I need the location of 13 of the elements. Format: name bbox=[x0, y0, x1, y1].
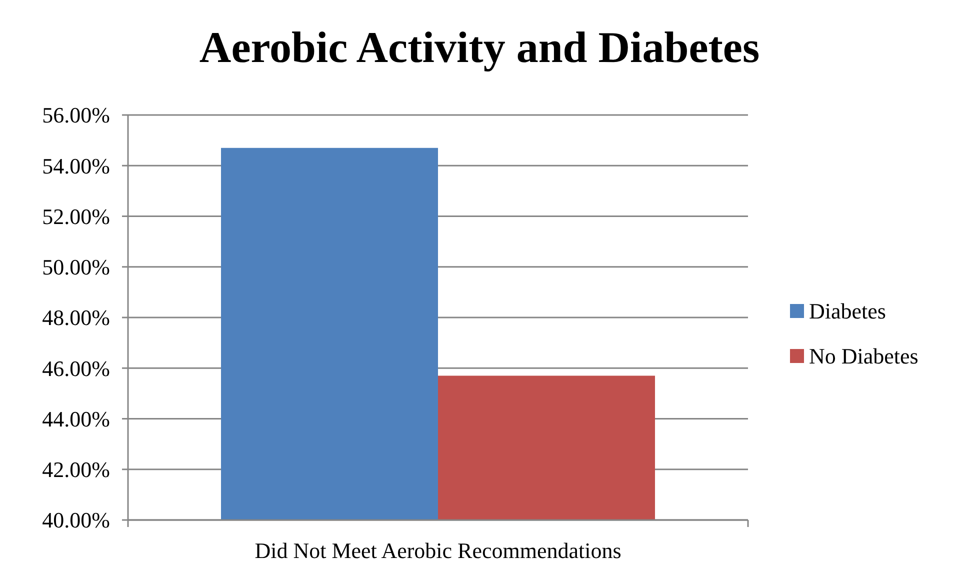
y-tick-label: 44.00% bbox=[42, 406, 110, 432]
legend-label: Diabetes bbox=[809, 298, 886, 324]
y-tick-label: 54.00% bbox=[42, 153, 110, 178]
y-tick-label: 50.00% bbox=[42, 254, 110, 280]
y-tick-label: 52.00% bbox=[42, 204, 110, 229]
x-tick-label: Did Not Meet Aerobic Recommendations bbox=[254, 538, 622, 563]
y-tick-label: 48.00% bbox=[42, 305, 110, 330]
y-tick-label: 56.00% bbox=[42, 102, 110, 128]
y-tick-label: 46.00% bbox=[42, 356, 110, 381]
legend-label: No Diabetes bbox=[809, 344, 918, 369]
y-tick-label: 40.00% bbox=[42, 508, 110, 533]
chart-title: Aerobic Activity and Diabetes bbox=[199, 23, 760, 72]
y-tick-label: 42.00% bbox=[42, 457, 110, 482]
